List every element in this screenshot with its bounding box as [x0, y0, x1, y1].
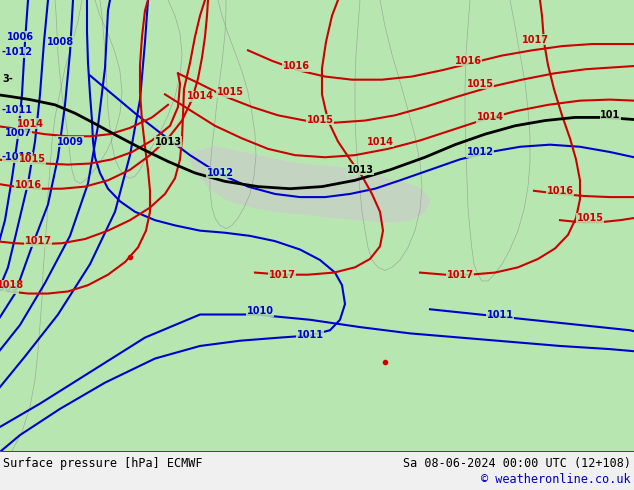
Text: 1010: 1010: [247, 306, 273, 317]
Text: 1015: 1015: [467, 79, 493, 89]
Text: 1014: 1014: [366, 137, 394, 147]
Text: Sa 08-06-2024 00:00 UTC (12+108): Sa 08-06-2024 00:00 UTC (12+108): [403, 457, 631, 470]
Text: 1017: 1017: [522, 35, 548, 45]
Text: 1015: 1015: [576, 213, 604, 223]
Text: 1015: 1015: [306, 115, 333, 124]
Text: 1009: 1009: [56, 137, 84, 147]
Polygon shape: [190, 147, 430, 222]
Text: 1012: 1012: [467, 147, 493, 157]
Text: -1012: -1012: [2, 48, 33, 57]
Text: 1006: 1006: [6, 32, 34, 42]
Text: 1008: 1008: [46, 37, 74, 47]
Text: © weatheronline.co.uk: © weatheronline.co.uk: [481, 473, 631, 487]
Text: 1011: 1011: [486, 310, 514, 319]
Text: 1011: 1011: [297, 330, 323, 341]
Text: 1013: 1013: [347, 165, 373, 175]
Text: 1017: 1017: [269, 270, 295, 280]
Text: 1015: 1015: [216, 87, 243, 97]
Text: 1016: 1016: [547, 186, 574, 196]
Text: -1010: -1010: [2, 152, 33, 162]
Text: 1014: 1014: [186, 92, 214, 101]
Text: 1017: 1017: [446, 270, 474, 280]
Text: 1014: 1014: [16, 119, 44, 129]
Text: 1016: 1016: [455, 56, 481, 66]
Text: 1015: 1015: [18, 154, 46, 164]
Text: 1018: 1018: [0, 280, 23, 290]
Text: 3-: 3-: [2, 74, 13, 84]
Text: 1013: 1013: [155, 137, 181, 147]
Text: 1016: 1016: [15, 179, 41, 190]
Text: Surface pressure [hPa] ECMWF: Surface pressure [hPa] ECMWF: [3, 457, 202, 470]
Text: 1016: 1016: [283, 61, 309, 71]
Text: 1014: 1014: [477, 112, 503, 122]
Text: 1007: 1007: [4, 128, 32, 138]
Text: 1012: 1012: [207, 168, 233, 178]
Text: -1011: -1011: [2, 105, 33, 115]
Text: 101: 101: [600, 110, 620, 121]
Text: 1017: 1017: [25, 236, 51, 246]
Text: 1005: 1005: [0, 283, 18, 294]
